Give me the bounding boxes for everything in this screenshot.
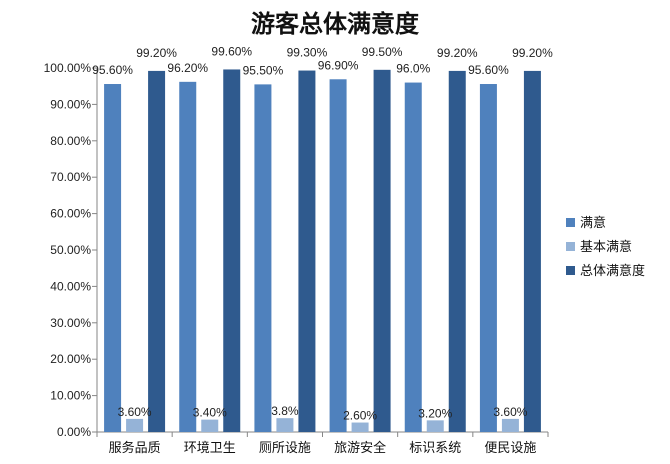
bar-3 <box>148 70 166 433</box>
data-label: 3.40% <box>193 406 227 420</box>
y-tick-label: 20.00% <box>50 352 91 366</box>
data-labels: 95.60%3.60%99.20%96.20%3.40%99.60%95.50%… <box>92 44 553 422</box>
data-label: 2.60% <box>343 409 377 423</box>
data-label: 99.20% <box>512 46 553 60</box>
data-label: 95.50% <box>243 63 284 77</box>
bar-2 <box>351 422 369 432</box>
data-label: 99.60% <box>211 44 252 58</box>
legend-swatch <box>566 242 575 251</box>
x-category-label: 环境卫生 <box>184 441 236 456</box>
y-tick-label: 70.00% <box>50 170 91 184</box>
x-category-label: 便民设施 <box>484 441 536 456</box>
data-label: 99.30% <box>287 46 328 60</box>
y-tick-label: 80.00% <box>50 134 91 148</box>
x-category-label: 服务品质 <box>109 440 161 456</box>
x-category-label: 标识系统 <box>409 441 461 456</box>
bar-1 <box>329 79 347 432</box>
bar-3 <box>373 69 391 432</box>
bar-2 <box>201 419 219 432</box>
y-tick-label: 50.00% <box>50 243 91 257</box>
data-label: 96.90% <box>318 58 359 72</box>
bar-3 <box>298 70 316 432</box>
legend-swatch <box>566 218 575 227</box>
bar-3 <box>523 70 541 433</box>
legend-label: 基本满意 <box>580 239 632 255</box>
bar-2 <box>501 418 519 432</box>
y-tick-label: 0.00% <box>57 425 91 439</box>
data-label: 96.0% <box>396 62 430 76</box>
y-tick-label: 90.00% <box>50 97 91 111</box>
legend-swatch <box>566 266 575 275</box>
bar-1 <box>479 84 497 433</box>
x-category-label: 旅游安全 <box>334 440 386 456</box>
y-tick-label: 30.00% <box>50 316 91 330</box>
bar-2 <box>276 418 294 432</box>
bar-1 <box>254 84 272 432</box>
bar-1 <box>179 81 197 432</box>
y-tick-label: 100.00% <box>44 61 92 75</box>
bar-2 <box>426 420 444 432</box>
data-label: 3.8% <box>271 404 299 418</box>
chart-title: 游客总体满意度 <box>251 10 420 38</box>
bars <box>104 69 541 433</box>
data-label: 99.50% <box>362 45 403 59</box>
data-label: 96.20% <box>167 61 208 75</box>
bar-1 <box>404 82 422 432</box>
bar-1 <box>104 84 122 433</box>
data-label: 3.60% <box>493 405 527 419</box>
bar-3 <box>223 69 241 433</box>
data-label: 95.60% <box>92 63 133 77</box>
data-label: 95.60% <box>468 63 509 77</box>
legend-label: 满意 <box>580 215 606 231</box>
axes: 0.00% 10.00% 20.00% 30.00% 40.00% 50.00% 60.00… <box>44 61 549 456</box>
bar-2 <box>126 418 144 432</box>
bar-3 <box>448 70 466 433</box>
y-tick-label: 10.00% <box>50 389 91 403</box>
data-label: 3.20% <box>418 406 452 420</box>
legend-label: 总体满意度 <box>580 263 645 279</box>
y-tick-label: 60.00% <box>50 207 91 221</box>
data-label: 99.20% <box>437 46 478 60</box>
data-label: 99.20% <box>136 46 177 60</box>
y-tick-label: 40.00% <box>50 279 91 293</box>
x-category-label: 厕所设施 <box>259 441 311 456</box>
data-label: 3.60% <box>118 405 152 419</box>
